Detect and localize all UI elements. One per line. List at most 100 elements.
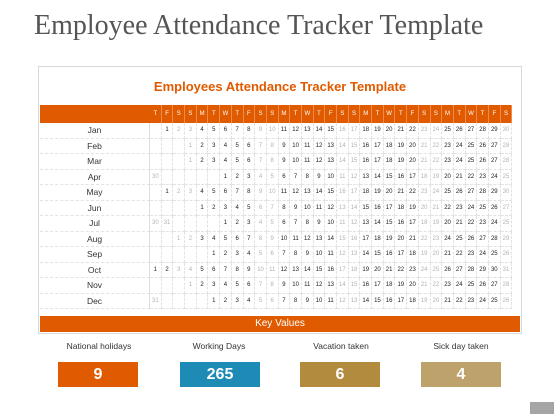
day-cell: 1 [208, 247, 221, 263]
day-cell: 30 [150, 169, 162, 185]
day-cell [150, 154, 162, 170]
day-cell: 17 [348, 123, 361, 139]
day-cell: 1 [173, 231, 186, 247]
weekday-header: T [372, 105, 384, 123]
day-cell: 14 [301, 262, 314, 278]
day-cell: 7 [255, 138, 267, 154]
day-cell: 27 [488, 138, 501, 154]
day-cell: 19 [418, 293, 431, 309]
day-cell [208, 216, 221, 232]
card-title: Employees Attendance Tracker Template [153, 79, 407, 94]
day-cell: 24 [465, 200, 478, 216]
day-cell: 7 [278, 293, 291, 309]
day-cell: 5 [231, 138, 244, 154]
day-cell: 12 [290, 123, 302, 139]
day-cell: 25 [500, 169, 513, 185]
day-cell [185, 200, 197, 216]
weekday-header: M [278, 105, 291, 123]
month-label: Jan [40, 123, 150, 139]
day-cell: 10 [266, 123, 279, 139]
day-cell: 7 [243, 231, 256, 247]
month-label: Mar [40, 154, 150, 170]
day-cell: 8 [301, 216, 314, 232]
day-cell: 4 [231, 200, 244, 216]
day-cell: 25 [500, 216, 513, 232]
day-cell: 26 [453, 123, 466, 139]
day-cell: 16 [395, 216, 408, 232]
day-cell: 12 [337, 293, 349, 309]
day-cell: 23 [418, 123, 431, 139]
day-cell: 21 [453, 169, 466, 185]
day-cell: 21 [395, 185, 408, 201]
day-cell: 16 [337, 185, 349, 201]
day-cell: 8 [290, 247, 302, 263]
day-cell [161, 169, 174, 185]
day-cell: 10 [325, 169, 337, 185]
weekday-header: S [255, 105, 267, 123]
day-cell [173, 154, 186, 170]
day-cell: 7 [278, 247, 291, 263]
day-cell: 15 [348, 278, 361, 294]
day-cell: 3 [231, 247, 244, 263]
day-cell: 14 [337, 154, 349, 170]
day-cell: 25 [465, 138, 478, 154]
day-cell: 20 [383, 123, 396, 139]
day-cell: 30 [488, 262, 501, 278]
day-cell: 12 [301, 231, 314, 247]
day-cell: 16 [325, 262, 337, 278]
weekday-header: W [220, 105, 232, 123]
day-cell: 31 [161, 216, 174, 232]
day-cell: 21 [418, 138, 431, 154]
day-cell: 14 [337, 278, 349, 294]
day-cell: 13 [337, 200, 349, 216]
day-cell: 18 [407, 247, 419, 263]
day-cell: 6 [243, 138, 256, 154]
stat-label-vacation-taken: Vacation taken [313, 341, 369, 351]
day-cell: 4 [255, 169, 267, 185]
weekday-header: S [337, 105, 349, 123]
day-cell [150, 231, 162, 247]
day-cell: 13 [325, 278, 337, 294]
day-cell: 5 [231, 278, 244, 294]
day-cell: 3 [243, 216, 256, 232]
day-cell: 9 [266, 231, 279, 247]
day-cell: 21 [395, 123, 408, 139]
stat-label-national-holidays: National holidays [66, 341, 132, 351]
day-cell: 3 [196, 231, 209, 247]
weekday-header: T [477, 105, 489, 123]
day-cell: 20 [407, 154, 419, 170]
day-cell: 15 [325, 123, 337, 139]
stat-value-national-holidays: 9 [58, 362, 138, 387]
day-cell: 10 [313, 293, 326, 309]
day-cell: 24 [477, 247, 489, 263]
day-cell: 25 [442, 123, 454, 139]
day-cell: 27 [453, 262, 466, 278]
day-cell [150, 247, 162, 263]
day-cell: 12 [313, 138, 326, 154]
weekday-header: S [185, 105, 197, 123]
day-cell: 11 [313, 200, 326, 216]
day-cell: 6 [231, 231, 244, 247]
day-cell [173, 169, 186, 185]
day-cell [150, 185, 162, 201]
day-cell: 10 [278, 231, 291, 247]
day-cell: 16 [372, 200, 384, 216]
day-cell: 4 [196, 123, 209, 139]
day-cell: 9 [301, 247, 314, 263]
month-label: Dec [40, 293, 150, 309]
day-cell [173, 247, 186, 263]
day-cell: 13 [360, 169, 373, 185]
day-cell: 29 [488, 123, 501, 139]
day-cell [185, 216, 197, 232]
slide-corner-marker [530, 402, 554, 414]
day-cell: 24 [477, 293, 489, 309]
day-cell: 16 [395, 169, 408, 185]
day-cell: 20 [372, 262, 384, 278]
day-cell: 27 [500, 200, 513, 216]
day-cell: 20 [383, 185, 396, 201]
day-cell: 13 [348, 293, 361, 309]
day-cell: 11 [278, 123, 291, 139]
weekday-header: W [465, 105, 478, 123]
day-cell: 9 [301, 293, 314, 309]
day-cell: 15 [325, 185, 337, 201]
